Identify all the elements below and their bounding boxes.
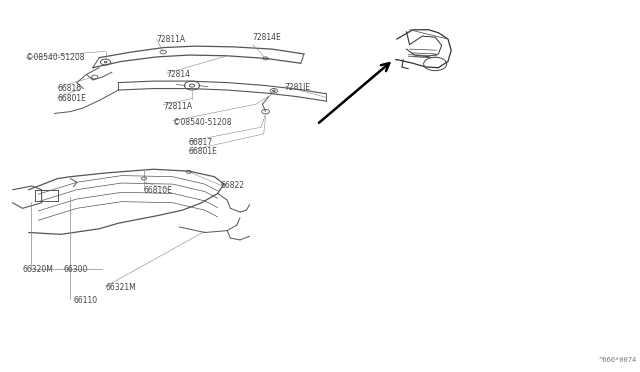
Text: 72811A: 72811A (163, 102, 193, 110)
Text: 66801E: 66801E (58, 94, 86, 103)
Circle shape (104, 61, 107, 63)
Text: 66817: 66817 (189, 138, 213, 147)
Text: 66110: 66110 (74, 296, 98, 305)
Circle shape (273, 90, 275, 92)
Text: 66816: 66816 (58, 84, 82, 93)
Text: ©08540-51208: ©08540-51208 (26, 53, 84, 62)
Text: 72814: 72814 (166, 70, 191, 79)
Text: 66801E: 66801E (189, 147, 218, 156)
Circle shape (189, 84, 195, 87)
Text: 66810E: 66810E (144, 186, 173, 195)
Text: 66321M: 66321M (106, 283, 136, 292)
Text: 72811A: 72811A (157, 35, 186, 44)
Text: 66320M: 66320M (22, 265, 53, 274)
Text: 66822: 66822 (221, 182, 244, 190)
Text: 66300: 66300 (64, 265, 88, 274)
Text: ^660*0074: ^660*0074 (598, 357, 637, 363)
Text: 72814E: 72814E (253, 33, 282, 42)
Text: ©08540-51208: ©08540-51208 (173, 118, 231, 126)
Text: 7281IE: 7281IE (285, 83, 311, 92)
